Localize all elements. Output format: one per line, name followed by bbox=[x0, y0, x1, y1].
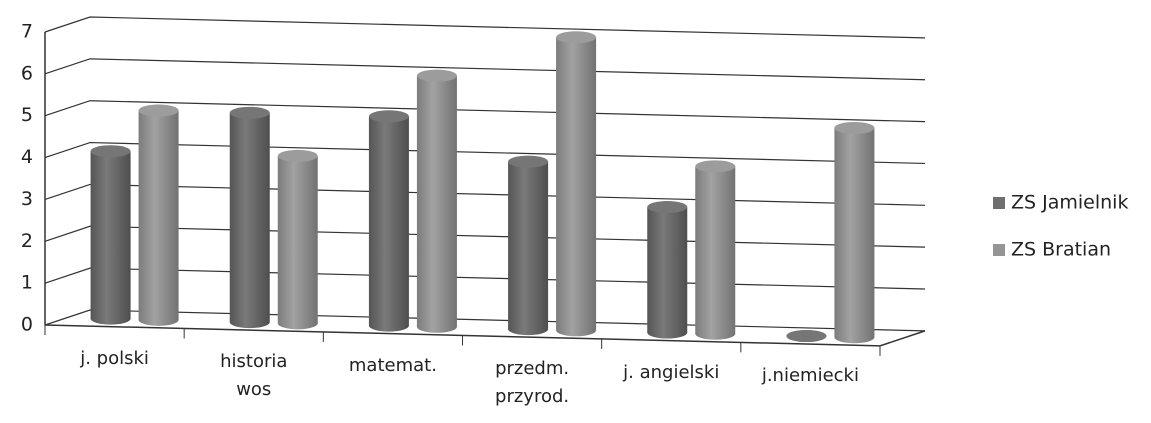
bar-top bbox=[508, 155, 549, 168]
legend-label: ZS Jamielnik bbox=[1011, 192, 1128, 214]
bar bbox=[695, 160, 736, 340]
x-tick-label: przedm. przyrod. bbox=[495, 358, 570, 408]
bar bbox=[834, 121, 875, 344]
bar-top bbox=[647, 200, 688, 213]
y-tick-label: 4 bbox=[21, 146, 33, 168]
bar-top bbox=[229, 106, 270, 119]
bar-body bbox=[647, 206, 688, 333]
bar-body bbox=[368, 116, 409, 326]
legend-swatch bbox=[993, 244, 1005, 256]
bar bbox=[138, 104, 179, 326]
bar-top bbox=[138, 104, 179, 117]
x-tick-label: j. angielski bbox=[623, 361, 720, 383]
x-tick-label: historia wos bbox=[220, 351, 288, 401]
grid-line bbox=[44, 183, 926, 206]
bar-body bbox=[508, 161, 549, 330]
grid-line bbox=[44, 58, 926, 81]
y-tick-label: 6 bbox=[21, 62, 33, 84]
bar-body bbox=[695, 166, 736, 334]
bar bbox=[416, 69, 457, 333]
y-tick-label: 1 bbox=[21, 272, 33, 294]
bar bbox=[508, 155, 549, 336]
y-tick-label: 3 bbox=[21, 188, 33, 210]
bar bbox=[229, 106, 270, 329]
bar-body bbox=[416, 75, 457, 327]
bar-top bbox=[277, 149, 318, 162]
x-tick-label: j.niemiecki bbox=[761, 365, 859, 387]
bar-top bbox=[786, 330, 827, 343]
x-tick-label: matemat. bbox=[348, 354, 437, 376]
bar-top bbox=[416, 69, 457, 82]
bar-body bbox=[556, 37, 597, 331]
bar bbox=[90, 145, 131, 325]
y-tick-label: 7 bbox=[21, 21, 33, 43]
y-tick-label: 2 bbox=[21, 230, 33, 252]
bar bbox=[368, 110, 409, 332]
bar-body bbox=[90, 151, 131, 319]
grid-line bbox=[44, 225, 926, 248]
grid-line bbox=[44, 309, 926, 332]
grid-line bbox=[44, 16, 926, 39]
bar-body bbox=[834, 127, 875, 338]
bar-body bbox=[138, 110, 179, 320]
grid-line bbox=[44, 100, 926, 123]
bar bbox=[556, 31, 597, 337]
bar bbox=[647, 200, 688, 339]
y-tick-label: 5 bbox=[21, 104, 33, 126]
bar-top bbox=[556, 31, 597, 44]
grid-line bbox=[44, 141, 926, 165]
bar-top bbox=[368, 110, 409, 123]
legend-label: ZS Bratian bbox=[1011, 239, 1111, 261]
grid-line bbox=[44, 267, 926, 290]
bar-body bbox=[277, 155, 318, 324]
x-tick-label: j. polski bbox=[80, 347, 149, 369]
bar-top bbox=[90, 145, 131, 158]
bar-body bbox=[229, 112, 270, 323]
bar bbox=[786, 330, 827, 343]
bar-top bbox=[695, 160, 736, 173]
legend-swatch bbox=[993, 197, 1005, 209]
bar bbox=[277, 149, 318, 330]
bar-top bbox=[834, 121, 875, 134]
y-tick-label: 0 bbox=[21, 314, 33, 336]
